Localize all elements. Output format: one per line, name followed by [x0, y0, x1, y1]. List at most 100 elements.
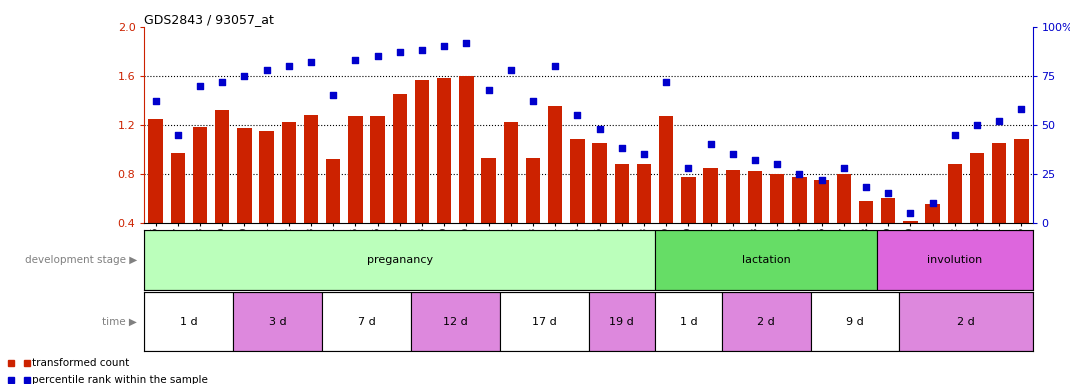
Bar	[215, 110, 229, 272]
Point	[857, 184, 874, 190]
Bar	[525, 158, 540, 272]
Bar	[614, 164, 629, 272]
Bar	[170, 153, 185, 272]
Text: 17 d: 17 d	[532, 316, 556, 327]
Bar	[811, 292, 899, 351]
Bar	[144, 230, 655, 290]
Bar	[459, 76, 474, 272]
Bar	[326, 159, 340, 272]
Point	[679, 165, 697, 171]
Point	[768, 161, 785, 167]
Point	[502, 67, 519, 73]
Text: 19 d: 19 d	[610, 316, 635, 327]
Bar	[682, 177, 696, 272]
Point	[724, 151, 742, 157]
Text: transformed count: transformed count	[32, 358, 129, 368]
Bar	[792, 177, 807, 272]
Bar	[877, 230, 1033, 290]
Point	[524, 98, 541, 104]
Point	[392, 49, 409, 55]
Bar	[659, 116, 673, 272]
Text: 12 d: 12 d	[443, 316, 468, 327]
Text: 1 d: 1 d	[180, 316, 198, 327]
Point	[169, 131, 186, 138]
Point	[192, 83, 209, 89]
Bar	[570, 139, 584, 272]
Bar	[370, 116, 385, 272]
Point	[591, 126, 608, 132]
Bar	[593, 143, 607, 272]
Bar	[859, 201, 873, 272]
Point	[303, 59, 320, 65]
Point	[569, 112, 586, 118]
Point	[235, 73, 253, 79]
Bar	[903, 222, 918, 272]
Bar	[415, 79, 429, 272]
Bar	[969, 153, 984, 272]
Point	[1013, 106, 1030, 112]
Text: percentile rank within the sample: percentile rank within the sample	[32, 375, 208, 384]
Bar	[144, 292, 233, 351]
Point	[636, 151, 653, 157]
Bar	[948, 164, 962, 272]
Text: involution: involution	[928, 255, 982, 265]
Point	[480, 86, 498, 93]
Point	[813, 177, 830, 183]
Point	[214, 79, 231, 85]
Bar	[548, 106, 563, 272]
Bar	[703, 168, 718, 272]
Bar	[899, 292, 1033, 351]
Bar	[881, 198, 896, 272]
Text: time ▶: time ▶	[102, 316, 137, 327]
Bar	[504, 122, 518, 272]
Text: 9 d: 9 d	[846, 316, 863, 327]
Text: 2 d: 2 d	[957, 316, 975, 327]
Bar	[837, 174, 851, 272]
Text: development stage ▶: development stage ▶	[25, 255, 137, 265]
Point	[902, 210, 919, 216]
Bar	[637, 164, 652, 272]
Point	[924, 200, 942, 206]
Point	[347, 57, 364, 63]
Point	[369, 53, 386, 59]
Point	[658, 79, 675, 85]
Bar	[814, 180, 829, 272]
Point	[991, 118, 1008, 124]
Point	[324, 92, 341, 98]
Point	[458, 40, 475, 46]
Point	[435, 43, 453, 50]
Point	[413, 47, 430, 53]
Bar	[748, 171, 762, 272]
Point	[747, 157, 764, 163]
Bar	[926, 204, 939, 272]
Bar	[322, 292, 411, 351]
Bar	[655, 292, 722, 351]
Text: 3 d: 3 d	[269, 316, 287, 327]
Bar	[149, 119, 163, 272]
Bar	[259, 131, 274, 272]
Bar	[304, 115, 318, 272]
Bar	[770, 174, 784, 272]
Point	[946, 131, 963, 138]
Bar	[233, 292, 322, 351]
Bar	[348, 116, 363, 272]
Bar	[193, 127, 208, 272]
Bar	[1014, 139, 1028, 272]
Bar	[500, 292, 589, 351]
Text: 2 d: 2 d	[758, 316, 775, 327]
Text: 7 d: 7 d	[357, 316, 376, 327]
Bar	[281, 122, 296, 272]
Point	[702, 141, 719, 147]
Point	[613, 145, 630, 151]
Bar	[588, 292, 655, 351]
Point	[880, 190, 897, 197]
Point	[791, 170, 808, 177]
Text: GDS2843 / 93057_at: GDS2843 / 93057_at	[144, 13, 274, 26]
Bar	[393, 94, 407, 272]
Bar	[437, 78, 452, 272]
Bar	[655, 230, 877, 290]
Point	[968, 122, 985, 128]
Bar	[411, 292, 500, 351]
Bar	[992, 143, 1007, 272]
Point	[836, 165, 853, 171]
